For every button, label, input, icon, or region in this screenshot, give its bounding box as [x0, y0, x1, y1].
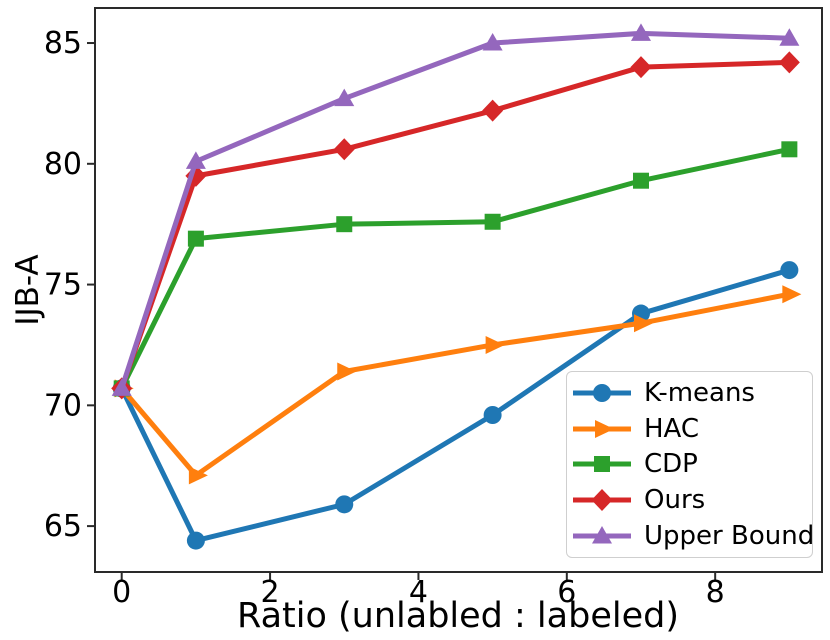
data-point-marker-triangle-right [485, 335, 505, 354]
legend-item-ours: Ours [567, 482, 812, 518]
data-point-marker-triangle-up [185, 151, 206, 169]
series-line [119, 291, 792, 478]
data-point-marker-diamond [333, 138, 355, 161]
data-point-marker-circle [780, 261, 799, 280]
data-point-marker-triangle-right [633, 314, 653, 333]
x-tick-label: 4 [409, 575, 428, 610]
y-tick-label: 65 [44, 509, 82, 544]
legend-label: Upper Bound [644, 521, 815, 552]
data-point-marker-diamond [591, 489, 613, 512]
y-axis-label: IJB-A [10, 254, 46, 326]
legend-handle-circle [573, 383, 631, 402]
data-point-marker-circle [483, 405, 502, 424]
data-point-marker-triangle-up [111, 378, 132, 396]
legend-label: K-means [644, 377, 755, 408]
data-point-marker-circle [593, 383, 611, 402]
data-point-marker-square [484, 213, 501, 230]
data-point-marker-triangle-up [592, 526, 612, 544]
data-point-marker-square [632, 172, 649, 189]
legend-item-hac: HAC [567, 411, 812, 447]
x-tick-label: 8 [706, 575, 725, 610]
legend: K-means HAC CDP Ours Upper Bound [566, 371, 815, 558]
data-point-marker-triangle-right [782, 285, 802, 304]
data-point-marker-triangle-up [630, 23, 651, 41]
data-point-marker-square [336, 216, 353, 233]
legend-label: HAC [644, 413, 700, 444]
y-tick-label: 70 [44, 388, 82, 423]
data-point-marker-triangle-up [482, 33, 503, 51]
y-tick-label: 85 [44, 26, 82, 61]
series-ours [111, 51, 800, 400]
data-point-marker-square [781, 141, 798, 158]
legend-handle-triangle-right [573, 419, 631, 438]
y-tick-label: 80 [44, 147, 82, 182]
x-tick-label: 6 [557, 575, 576, 610]
legend-item-upper-bound: Upper Bound [567, 518, 815, 554]
x-axis-label: Ratio (unlabled : labeled) [237, 596, 679, 636]
series-line [119, 146, 792, 391]
data-point-marker-circle [335, 495, 354, 514]
data-point-marker-square [594, 456, 610, 473]
y-tick-label: 75 [44, 268, 82, 303]
series-line [119, 30, 792, 391]
series-line [119, 267, 792, 544]
legend-handle-diamond [573, 489, 631, 512]
series-line [119, 59, 792, 391]
data-point-marker-triangle-right [595, 419, 614, 438]
data-point-marker-diamond [482, 99, 504, 122]
legend-handle-square [573, 456, 631, 473]
data-point-marker-circle [186, 531, 205, 550]
x-tick-label: 2 [261, 575, 280, 610]
x-tick-label: 0 [112, 575, 131, 610]
legend-item-cdp: CDP [567, 447, 812, 483]
data-point-marker-square [187, 230, 204, 247]
data-point-marker-triangle-up [779, 28, 800, 46]
data-point-marker-triangle-up [334, 88, 355, 107]
data-point-marker-diamond [630, 56, 652, 79]
axes-spines [94, 7, 823, 573]
legend-label: Ours [644, 485, 706, 516]
legend-item-k-means: K-means [567, 375, 812, 411]
data-point-marker-diamond [778, 51, 800, 74]
legend-label: CDP [644, 449, 698, 480]
series-cdp [113, 141, 798, 397]
series-upper-bound [111, 23, 800, 396]
legend-handle-triangle-up [573, 526, 631, 544]
data-point-marker-triangle-right [337, 362, 357, 381]
data-point-marker-triangle-right [188, 466, 208, 485]
